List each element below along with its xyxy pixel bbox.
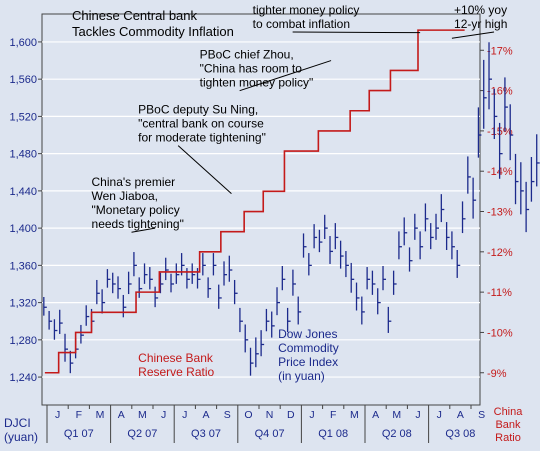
annotation-line: PBoC deputy Su Ning,: [138, 103, 258, 117]
month-label: A: [372, 409, 379, 421]
quarter-label: Q1 08: [318, 428, 348, 440]
month-label: S: [224, 409, 231, 421]
annotation-line: +10% yoy: [454, 3, 507, 17]
right-tick-label: -16%: [487, 86, 513, 98]
right-tick-label: -10%: [487, 327, 513, 339]
right-axis-label-line: Ratio: [495, 432, 521, 444]
quarter-label: Q2 07: [127, 428, 157, 440]
series-commodity-index: [43, 42, 540, 376]
annotation-line: tighten money policy": [200, 76, 314, 90]
title-line: Tackles Commodity Inflation: [72, 24, 234, 39]
month-label: M: [392, 409, 401, 421]
quarter-label: Q1 07: [64, 428, 94, 440]
right-tick-label: -17%: [487, 45, 513, 57]
month-label: J: [437, 409, 442, 421]
month-label: J: [161, 409, 166, 421]
left-tick-label: 1,560: [9, 74, 37, 86]
month-label: N: [266, 409, 274, 421]
left-tick-label: 1,400: [9, 223, 37, 235]
annotation-line: needs tightening": [92, 217, 184, 231]
annotation-line: Price Index: [278, 355, 338, 369]
right-tick-label: -11%: [487, 287, 512, 299]
right-tick-label: -13%: [487, 207, 513, 219]
annotation-line: Commodity: [278, 341, 339, 355]
quarter-label: Q4 07: [255, 428, 285, 440]
month-label: J: [415, 409, 420, 421]
left-tick-label: 1,480: [9, 149, 37, 161]
left-tick-label: 1,520: [9, 111, 37, 123]
left-tick-label: 1,440: [9, 186, 37, 198]
annotation-line: China's premier: [92, 175, 176, 189]
annotation-line: PBoC chief Zhou,: [200, 48, 294, 62]
right-axis-label-line: Bank: [495, 419, 521, 431]
right-tick-label: -9%: [487, 368, 507, 380]
month-label: A: [457, 409, 464, 421]
annotation-line: to combat inflation: [253, 17, 350, 31]
annotation-line: Reserve Ratio: [138, 365, 214, 379]
left-tick-label: 1,360: [9, 260, 37, 272]
grid: [42, 41, 480, 378]
month-label: O: [244, 409, 252, 421]
annotation-line: for moderate tightening": [138, 131, 266, 145]
month-label: D: [287, 409, 295, 421]
month-label: A: [202, 409, 209, 421]
annotation-leader: [292, 31, 421, 34]
annotation-line: PBoC chief Zhou vows: [253, 0, 374, 3]
month-label: M: [138, 409, 147, 421]
right-tick-label: -12%: [487, 247, 513, 259]
annotation-line: "Monetary policy: [92, 203, 180, 217]
month-label: F: [76, 409, 82, 421]
month-label: M: [350, 409, 359, 421]
series-reserve-ratio: [44, 29, 465, 374]
left-tick-label: 1,320: [9, 298, 37, 310]
annotation-line: Chinese PPI: [454, 0, 521, 3]
month-label: A: [118, 409, 125, 421]
left-axis-unit: (yuan): [4, 430, 38, 444]
month-label: S: [478, 409, 485, 421]
annotation-leader: [177, 145, 232, 195]
left-axis-label: DJCI: [4, 416, 31, 430]
quarter-label: Q2 08: [382, 428, 412, 440]
title-line: Chinese Central bank: [72, 8, 198, 23]
annotation-line: "central bank on course: [138, 117, 264, 131]
quarter-label: Q3 07: [191, 428, 221, 440]
month-label: J: [182, 409, 187, 421]
month-label: J: [55, 409, 60, 421]
left-axis: 1,240 1,280 1,320 1,360 1,400 1,440 1,480 1,520…: [9, 37, 42, 384]
month-label: J: [309, 409, 314, 421]
annotation-line: 12-yr high: [454, 17, 507, 31]
month-label: M: [96, 409, 105, 421]
annotation-leader: [239, 60, 332, 92]
annotation-line: (in yuan): [278, 369, 325, 383]
annotation-leader: [131, 227, 156, 233]
annotation-line: tighter money policy: [253, 3, 360, 17]
annotation-line: Dow Jones: [278, 327, 337, 341]
left-tick-label: 1,600: [9, 37, 37, 49]
right-axis-label-line: China: [494, 406, 524, 418]
reserve-ratio-line: [44, 29, 465, 374]
annotation-line: "China has room to: [200, 62, 303, 76]
month-label: F: [330, 409, 336, 421]
annotation-leader: [451, 31, 495, 39]
left-tick-label: 1,280: [9, 335, 37, 347]
x-axis: J F M A M J J A S O N D J F M A M J J A S Q1 07 Q2 07 Q3 07 Q4 0…: [46, 405, 485, 443]
annotation-line: Chinese Bank: [138, 351, 214, 365]
annotation-line: Wen Jiaboa,: [92, 189, 158, 203]
left-tick-label: 1,240: [9, 372, 37, 384]
quarter-label: Q3 08: [445, 428, 475, 440]
